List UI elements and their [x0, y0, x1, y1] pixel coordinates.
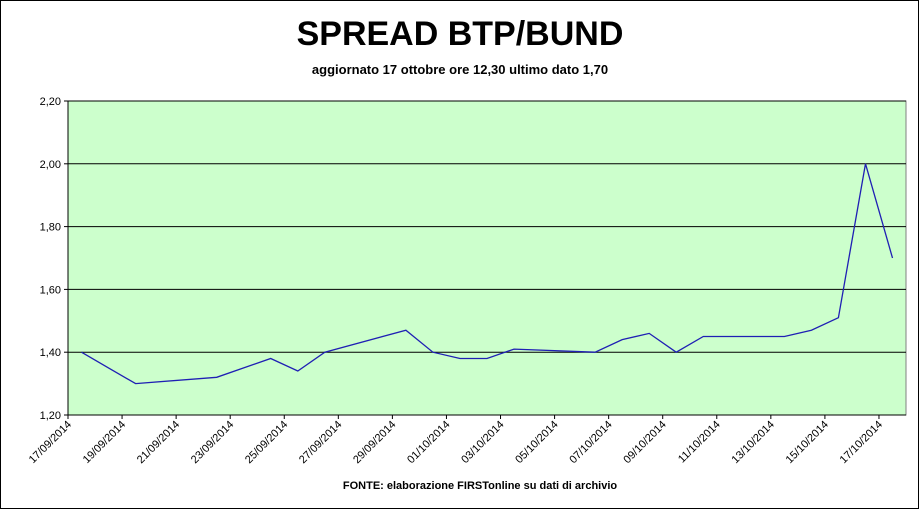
chart-title: SPREAD BTP/BUND — [297, 15, 624, 53]
y-tick-label: 1,80 — [40, 222, 61, 234]
plot-area — [67, 100, 907, 416]
y-tick-label: 1,60 — [40, 284, 61, 296]
y-tick-label: 1,40 — [40, 347, 61, 359]
y-tick-label: 2,20 — [40, 96, 61, 108]
chart-subtitle: aggiornato 17 ottobre ore 12,30 ultimo d… — [312, 62, 608, 77]
source-note: FONTE: elaborazione FIRSTonline su dati … — [343, 480, 617, 492]
y-tick-label: 1,20 — [40, 410, 61, 422]
y-tick-label: 2,00 — [40, 159, 61, 171]
data-line — [81, 163, 894, 385]
